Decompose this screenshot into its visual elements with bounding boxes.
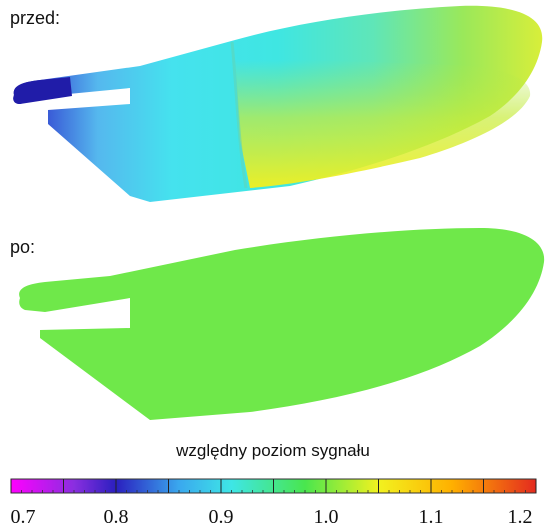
colorbar-tick-label: 1.2 <box>507 506 533 528</box>
colorbar <box>10 478 537 494</box>
before-label: przed: <box>10 8 61 28</box>
after-label: po: <box>10 237 36 257</box>
colorbar-tick-label: 0.9 <box>208 506 234 528</box>
before-body-yellow <box>235 60 531 188</box>
colorbar-tick-label: 1.1 <box>418 506 444 528</box>
after-body <box>19 228 545 420</box>
before-ridge <box>230 41 248 189</box>
colorbar-title: względny poziom sygnału <box>176 441 370 460</box>
before-shape <box>13 5 543 203</box>
after-shape <box>19 228 545 420</box>
before-tail-dark <box>13 77 72 104</box>
colorbar-tick-label: 0.8 <box>103 506 129 528</box>
colorbar-tick-label: 1.0 <box>313 506 339 528</box>
colorbar-ticks <box>10 479 537 493</box>
colorbar-tick-label: 0.7 <box>10 506 36 528</box>
